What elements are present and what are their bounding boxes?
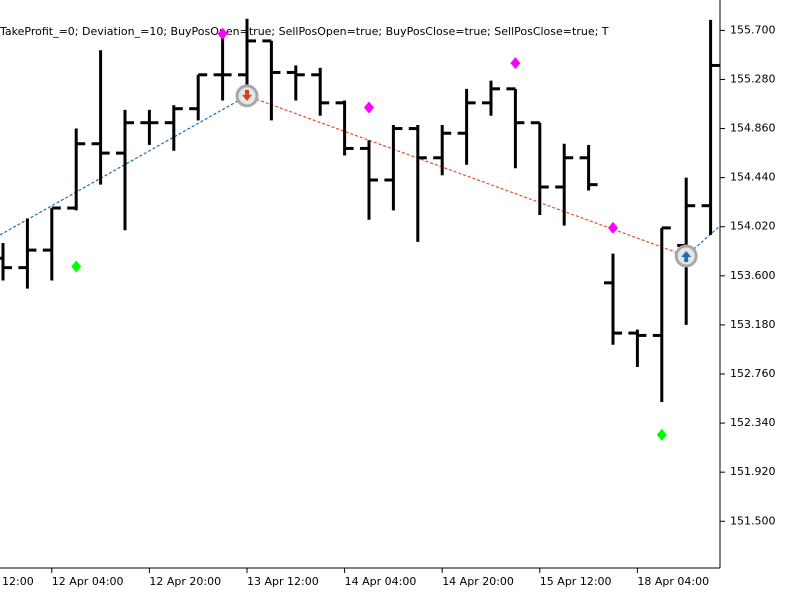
y-tick-label: 154.860 [730, 122, 776, 135]
y-tick-label: 154.440 [730, 171, 776, 184]
trade-line [246, 95, 687, 257]
y-tick-label: 153.180 [730, 318, 776, 331]
signal-marker [71, 260, 82, 273]
signal-marker [510, 57, 521, 70]
x-tick-label: 12 Apr 20:00 [149, 575, 221, 588]
y-tick-label: 155.700 [730, 23, 776, 36]
y-tick-label: 152.760 [730, 367, 776, 380]
chart-title: TakeProfit_=0; Deviation_=10; BuyPosOpen… [0, 25, 609, 38]
x-tick-label: 18 Apr 04:00 [637, 575, 709, 588]
signal-marker [364, 101, 374, 114]
deal-arrow [681, 250, 692, 262]
signal-marker [608, 221, 618, 234]
y-tick-label: 152.340 [730, 416, 776, 429]
y-tick-label: 151.500 [730, 514, 776, 527]
x-tick-label: 14 Apr 20:00 [442, 575, 514, 588]
signal-marker [656, 428, 667, 441]
deal-arrow [242, 89, 252, 101]
x-tick-label: 12:00 [2, 575, 34, 588]
x-tick-label: 14 Apr 04:00 [345, 575, 417, 588]
x-tick-label: 13 Apr 12:00 [247, 575, 319, 588]
y-tick-label: 151.920 [730, 465, 776, 478]
y-tick-label: 155.280 [730, 72, 776, 85]
x-tick-label: 12 Apr 04:00 [52, 575, 124, 588]
y-tick-label: 154.020 [730, 220, 776, 233]
x-tick-label: 15 Apr 12:00 [540, 575, 612, 588]
signal-marker [217, 27, 228, 40]
plot: TakeProfit_=0; Deviation_=10; BuyPosOpen… [0, 18, 720, 441]
y-tick-label: 153.600 [730, 269, 776, 282]
